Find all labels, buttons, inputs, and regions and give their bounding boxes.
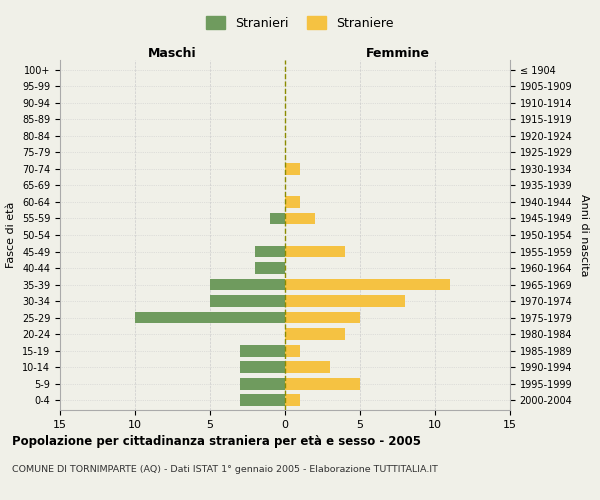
- Bar: [210, 278, 285, 290]
- Bar: [285, 361, 330, 373]
- Bar: [285, 344, 300, 356]
- Text: Femmine: Femmine: [365, 47, 430, 60]
- Bar: [210, 295, 285, 307]
- Bar: [285, 312, 360, 324]
- Bar: [285, 278, 450, 290]
- Text: COMUNE DI TORNIMPARTE (AQ) - Dati ISTAT 1° gennaio 2005 - Elaborazione TUTTITALI: COMUNE DI TORNIMPARTE (AQ) - Dati ISTAT …: [12, 465, 438, 474]
- Bar: [255, 246, 285, 258]
- Bar: [285, 295, 405, 307]
- Bar: [285, 394, 300, 406]
- Text: Maschi: Maschi: [148, 47, 197, 60]
- Legend: Stranieri, Straniere: Stranieri, Straniere: [202, 11, 398, 35]
- Bar: [285, 163, 300, 175]
- Bar: [285, 212, 315, 224]
- Bar: [240, 344, 285, 356]
- Bar: [285, 196, 300, 208]
- Y-axis label: Anni di nascita: Anni di nascita: [579, 194, 589, 276]
- Bar: [285, 378, 360, 390]
- Bar: [270, 212, 285, 224]
- Bar: [255, 262, 285, 274]
- Bar: [240, 361, 285, 373]
- Bar: [240, 378, 285, 390]
- Bar: [240, 394, 285, 406]
- Text: Popolazione per cittadinanza straniera per età e sesso - 2005: Popolazione per cittadinanza straniera p…: [12, 435, 421, 448]
- Y-axis label: Fasce di età: Fasce di età: [7, 202, 16, 268]
- Bar: [285, 328, 345, 340]
- Bar: [135, 312, 285, 324]
- Bar: [285, 246, 345, 258]
